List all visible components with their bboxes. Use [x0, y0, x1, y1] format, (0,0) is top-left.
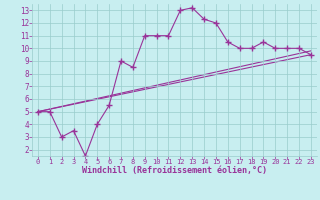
X-axis label: Windchill (Refroidissement éolien,°C): Windchill (Refroidissement éolien,°C) — [82, 166, 267, 175]
